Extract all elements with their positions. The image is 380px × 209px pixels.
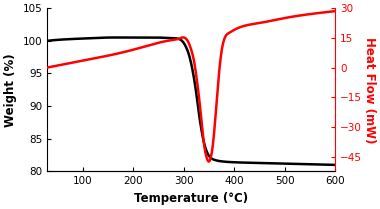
Y-axis label: Weight (%): Weight (%): [4, 53, 17, 127]
Y-axis label: Heat Flow (mW): Heat Flow (mW): [363, 37, 376, 143]
X-axis label: Temperature (°C): Temperature (°C): [134, 192, 248, 205]
